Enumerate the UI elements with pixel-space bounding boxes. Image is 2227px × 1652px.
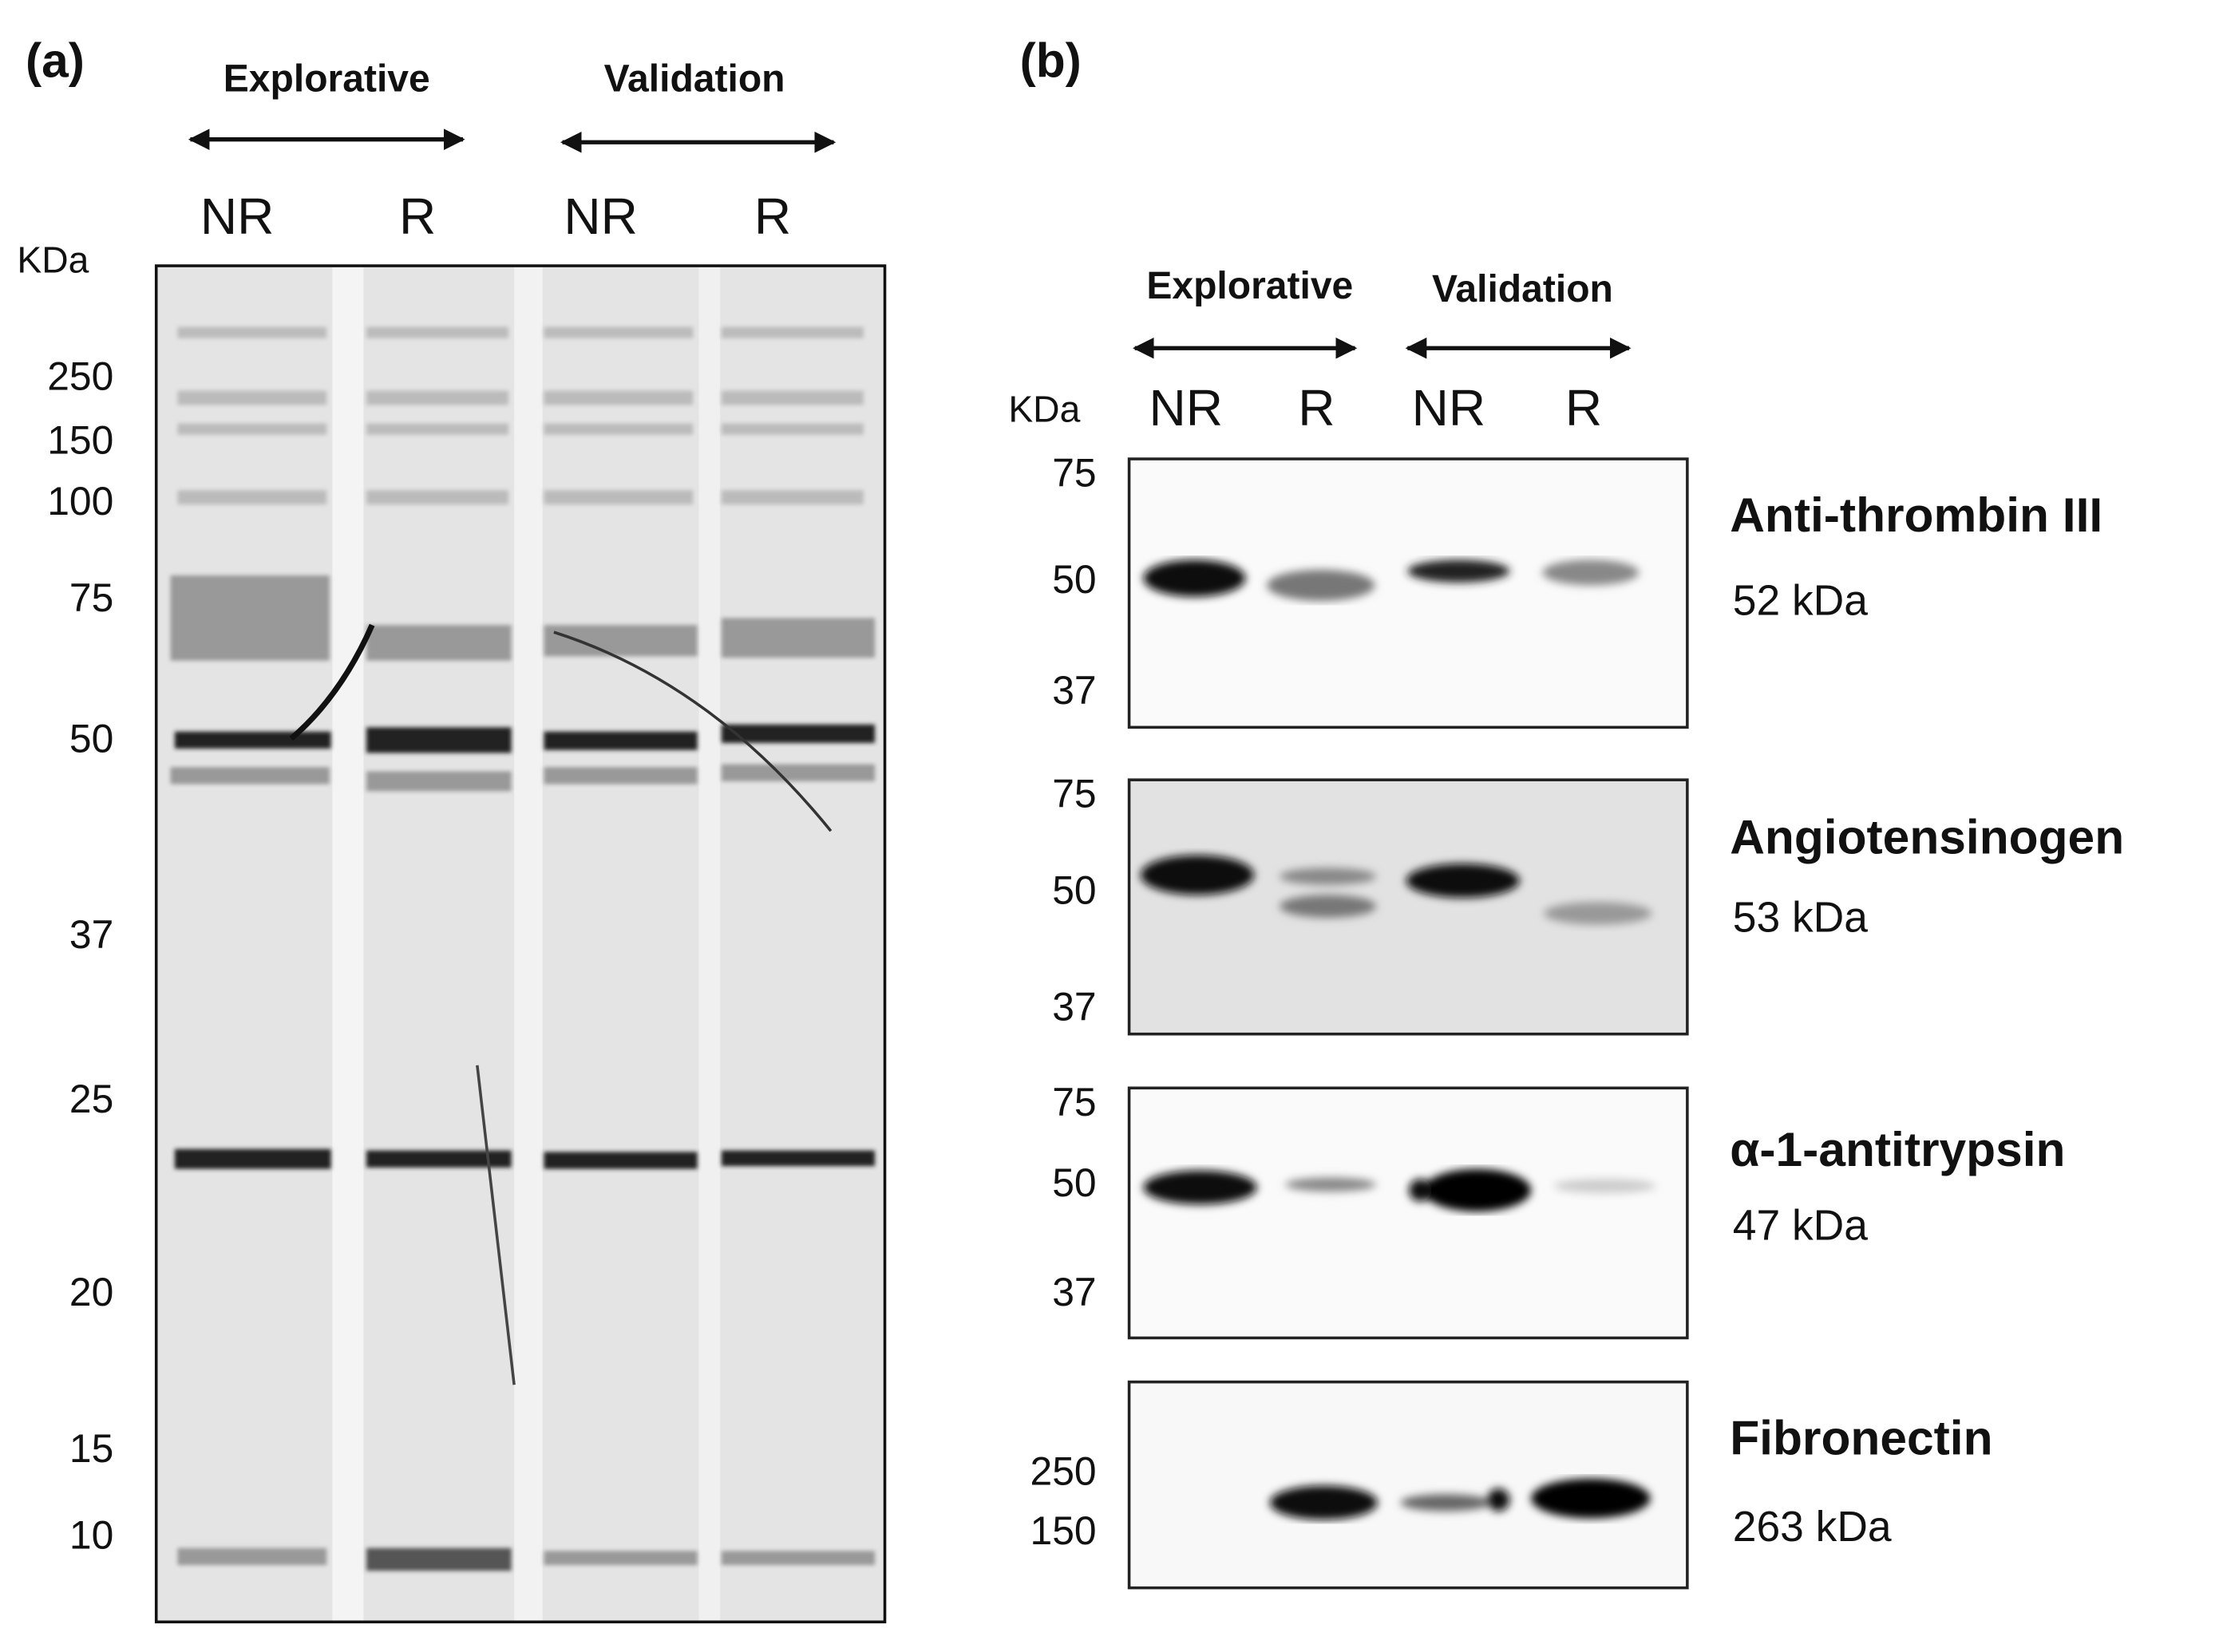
lane-label: NR (1412, 379, 1486, 437)
lane-label: R (1565, 379, 1602, 437)
protein-name: Anti-thrombin III (1730, 488, 2102, 542)
group-label: Explorative (1146, 265, 1353, 307)
unit-label: KDa (1008, 389, 1080, 430)
marker-label: 50 (69, 716, 113, 761)
marker-label: 20 (69, 1270, 113, 1314)
lane-label: NR (200, 188, 275, 245)
marker-label: 75 (1052, 1080, 1096, 1124)
blot (1127, 778, 1689, 1036)
protein-size: 263 kDa (1733, 1504, 1892, 1551)
group-label: Validation (604, 57, 785, 100)
marker-label: 75 (1052, 451, 1096, 496)
marker-label: 250 (1030, 1448, 1097, 1493)
protein-size: 53 kDa (1733, 894, 1868, 941)
lane-label: NR (564, 188, 638, 245)
marker-label: 150 (1030, 1508, 1097, 1553)
panel-label: (a) (26, 33, 85, 87)
lane-label: R (754, 188, 791, 245)
marker-label: 25 (69, 1077, 113, 1121)
marker-label: 10 (69, 1512, 113, 1557)
marker-label: 50 (1052, 1160, 1096, 1205)
gel (154, 264, 887, 1624)
marker-label: 250 (47, 354, 113, 399)
protein-size: 52 kDa (1733, 578, 1868, 625)
marker-label: 37 (69, 912, 113, 957)
group-label: Explorative (223, 57, 430, 100)
protein-name: Fibronectin (1730, 1410, 1992, 1464)
blot (1127, 1380, 1689, 1590)
marker-label: 75 (1052, 772, 1096, 816)
protein-size: 47 kDa (1733, 1203, 1868, 1250)
unit-label: KDa (17, 239, 89, 281)
lane-label: R (1298, 379, 1335, 437)
marker-label: 37 (1052, 668, 1096, 713)
blot (1127, 1086, 1689, 1340)
lane-label: NR (1149, 379, 1223, 437)
marker-label: 37 (1052, 985, 1096, 1030)
blot (1127, 457, 1689, 729)
marker-label: 50 (1052, 868, 1096, 913)
protein-name: α-1-antitrypsin (1730, 1122, 2065, 1176)
marker-label: 100 (47, 479, 113, 524)
marker-label: 50 (1052, 557, 1096, 602)
panel-label: (b) (1020, 33, 1082, 87)
group-label: Validation (1432, 268, 1613, 310)
protein-name: Angiotensinogen (1730, 810, 2124, 864)
lane-label: R (399, 188, 436, 245)
marker-label: 75 (69, 575, 113, 620)
marker-label: 37 (1052, 1270, 1096, 1314)
marker-label: 15 (69, 1426, 113, 1471)
marker-label: 150 (47, 418, 113, 463)
